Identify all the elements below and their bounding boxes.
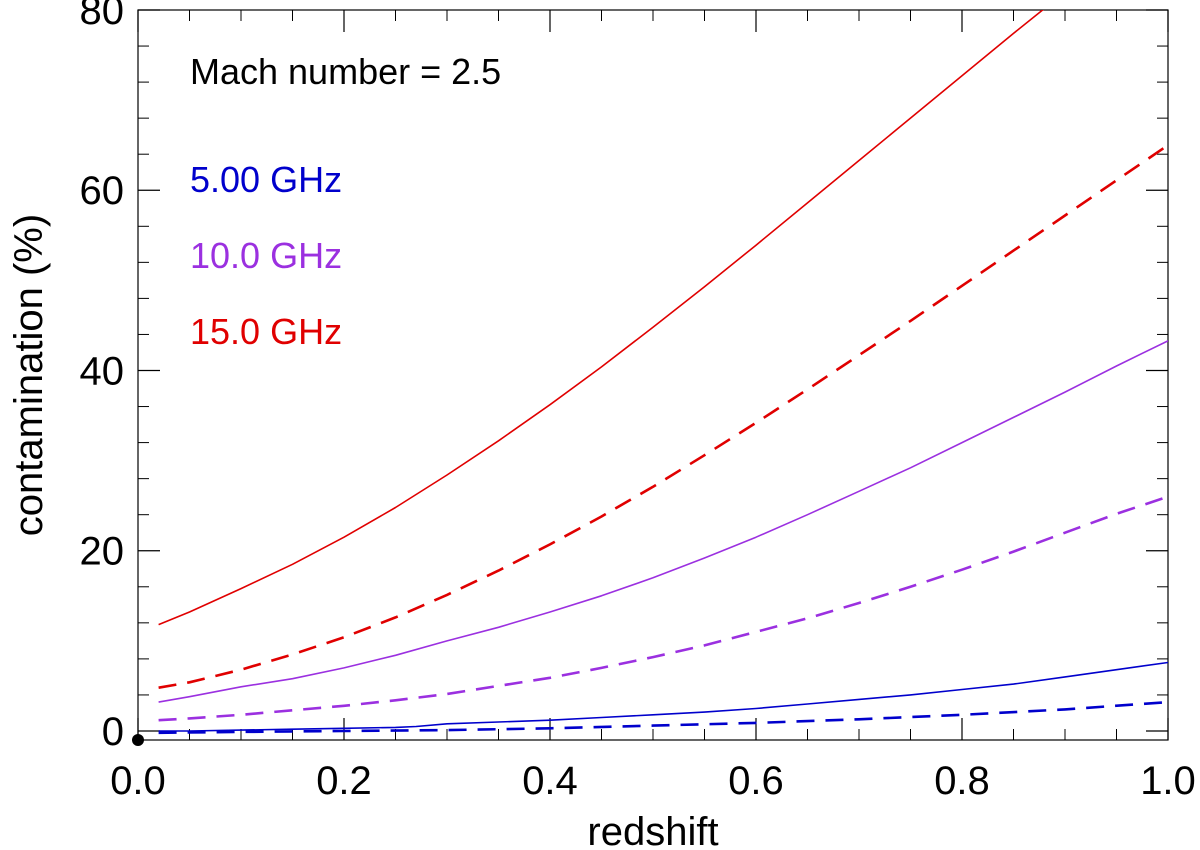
- origin-marker: [132, 734, 144, 746]
- x-tick-label: 0.4: [522, 759, 578, 803]
- axis-ticks: [137, 9, 1169, 740]
- series-line-15-0-ghz-solid: [158, 10, 1044, 626]
- series-line-5-00-ghz-solid: [158, 661, 1168, 732]
- y-tick-label: 40: [80, 349, 125, 393]
- y-tick-label: 20: [80, 530, 125, 574]
- legend-entry-10ghz: 10.0 GHz: [190, 235, 342, 276]
- legend-entry-15ghz: 15.0 GHz: [190, 311, 342, 352]
- x-tick-label: 1.0: [1140, 759, 1196, 803]
- series-line-10-0-ghz-dashed: [158, 495, 1168, 722]
- series-line-10-0-ghz-solid: [158, 340, 1168, 703]
- series-line-15-0-ghz-dashed: [158, 144, 1168, 689]
- legend-entry-5ghz: 5.00 GHz: [190, 159, 342, 200]
- y-tick-label: 60: [80, 169, 125, 213]
- x-tick-label: 0.6: [728, 759, 784, 803]
- x-axis-title: redshift: [587, 810, 718, 850]
- series-line-5-00-ghz-dashed: [158, 700, 1168, 735]
- x-tick-label: 0.8: [934, 759, 990, 803]
- y-tick-label: 80: [80, 0, 125, 33]
- plot-frame: [137, 9, 1169, 741]
- x-tick-label: 0.0: [110, 759, 166, 803]
- mach-annotation: Mach number = 2.5: [190, 51, 501, 92]
- series-layer: [158, 10, 1168, 735]
- y-tick-label: 0: [102, 710, 124, 754]
- y-axis-title: contamination (%): [7, 214, 51, 536]
- x-tick-label: 0.2: [316, 759, 372, 803]
- axis-tick-labels: 0.0 0.2 0.4 0.6 0.8 1.0 0 20 40 60 80: [80, 0, 1196, 803]
